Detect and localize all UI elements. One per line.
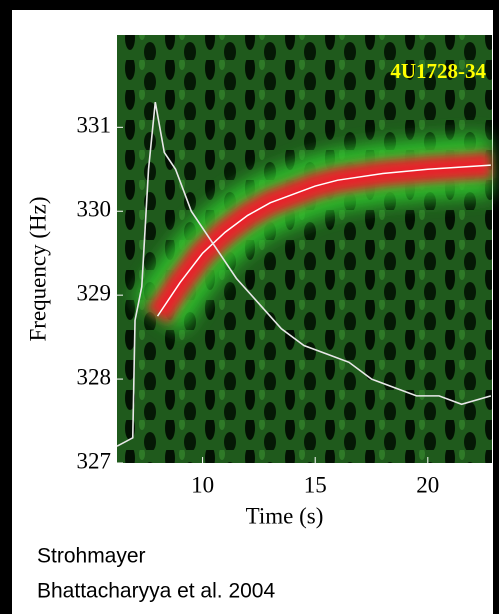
series-line (116, 101, 492, 447)
y-axis-label: Frequency (Hz) (25, 197, 50, 342)
x-tick-label: 15 (304, 472, 327, 497)
y-tick-label: 331 (77, 113, 112, 138)
series-line (156, 164, 491, 317)
credit: Strohmayer (37, 545, 146, 568)
x-tick-label: 20 (416, 472, 439, 497)
y-tick-label: 329 (77, 280, 112, 305)
y-tick-label: 328 (77, 364, 112, 389)
annotation: 4U1728-34 (390, 59, 486, 83)
y-tick-label: 330 (77, 197, 112, 222)
x-tick-label: 10 (191, 472, 214, 497)
y-tick-label: 327 (77, 448, 112, 473)
credit: Bhattacharyya et al. 2004 (37, 580, 275, 603)
x-axis-label: Time (s) (246, 503, 324, 528)
